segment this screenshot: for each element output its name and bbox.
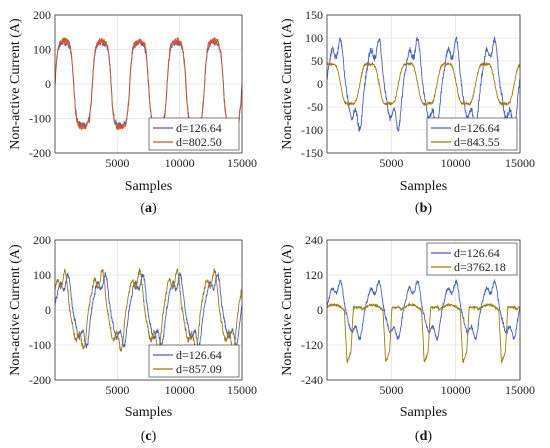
panel-caption: (c) <box>141 429 157 444</box>
y-tick-label: 50 <box>311 54 323 68</box>
x-tick-label: 5000 <box>379 383 403 397</box>
legend-entry: d=126.64 <box>176 348 222 362</box>
panel-2: 5000 10000 15000 150 100 50 0 -50 -100 -150 Sample… <box>280 8 535 216</box>
y-tick-label: -200 <box>29 373 51 387</box>
y-tick-label: 100 <box>33 268 51 282</box>
y-axis-label: Non-active Current (A) <box>8 244 23 376</box>
x-axis-label: Samples <box>125 405 172 420</box>
x-tick-label: 15000 <box>505 383 535 397</box>
axes-frame <box>54 239 243 381</box>
y-axis-label: Non-active Current (A) <box>280 18 295 150</box>
y-tick-label: 0 <box>45 77 51 91</box>
series-line-2 <box>327 302 520 364</box>
y-tick-label: 100 <box>305 31 323 45</box>
y-tick-label: 150 <box>305 8 323 22</box>
legend: d=126.64d=3762.18 <box>426 242 518 276</box>
x-tick-label: 5000 <box>379 156 403 170</box>
legend-box <box>148 344 240 378</box>
y-tick-label: 0 <box>317 77 323 91</box>
panel-3: 5000 10000 15000 200 100 0 -100 -200 Samples Non-… <box>8 233 257 444</box>
legend-entry: d=843.55 <box>454 135 500 149</box>
legend-box <box>148 117 240 151</box>
x-axis-label: Samples <box>400 405 447 420</box>
x-tick-label: 15000 <box>227 156 257 170</box>
x-tick-label: 5000 <box>105 156 129 170</box>
x-tick-label: 15000 <box>505 156 535 170</box>
y-tick-label: -240 <box>301 373 323 387</box>
x-tick-label: 10000 <box>165 156 195 170</box>
x-tick-label: 10000 <box>441 383 471 397</box>
series-line-1 <box>327 36 520 133</box>
x-axis-label: Samples <box>400 179 447 194</box>
y-tick-label: -100 <box>301 123 323 137</box>
y-tick-label: -100 <box>29 112 51 126</box>
y-tick-label: -50 <box>307 100 323 114</box>
series-line-2 <box>55 267 242 354</box>
legend-entry: d=802.50 <box>176 135 222 149</box>
panel-caption: (b) <box>415 201 432 216</box>
y-axis-label: Non-active Current (A) <box>8 18 23 150</box>
y-tick-label: -100 <box>29 338 51 352</box>
y-tick-label: 0 <box>45 303 51 317</box>
x-tick-label: 10000 <box>441 156 471 170</box>
legend: d=126.64d=802.50 <box>148 117 240 151</box>
series-line-1 <box>327 279 520 342</box>
y-tick-label: 240 <box>305 233 323 247</box>
axes-frame <box>326 239 521 381</box>
legend: d=126.64d=843.55 <box>426 117 518 151</box>
y-tick-label: 120 <box>305 268 323 282</box>
y-tick-label: -150 <box>301 146 323 160</box>
x-tick-label: 10000 <box>165 383 195 397</box>
panel-1: 5000 10000 15000 200 100 0 -100 -200 Samples Non-… <box>8 8 257 216</box>
panel-caption: (a) <box>140 201 157 216</box>
axes-frame <box>326 14 521 154</box>
x-axis-label: Samples <box>125 179 172 194</box>
y-tick-label: 200 <box>33 8 51 22</box>
panel-4: 5000 10000 15000 240 120 0 -120 -240 Samples Non-… <box>280 233 535 444</box>
y-tick-label: 100 <box>33 43 51 57</box>
x-tick-label: 15000 <box>227 383 257 397</box>
y-axis-label: Non-active Current (A) <box>280 244 295 376</box>
legend: d=126.64d=857.09 <box>148 344 240 378</box>
y-tick-label: -120 <box>301 338 323 352</box>
legend-box <box>426 117 518 151</box>
legend-entry: d=126.64 <box>454 246 500 260</box>
axes-frame <box>54 14 243 154</box>
y-tick-label: 200 <box>33 233 51 247</box>
legend-entry: d=3762.18 <box>454 260 506 274</box>
y-tick-label: 0 <box>317 303 323 317</box>
legend-entry: d=126.64 <box>176 121 222 135</box>
legend-entry: d=126.64 <box>454 121 500 135</box>
legend-entry: d=857.09 <box>176 362 222 376</box>
panel-caption: (d) <box>415 429 432 444</box>
y-tick-label: -200 <box>29 146 51 160</box>
x-tick-label: 5000 <box>105 383 129 397</box>
legend-box <box>426 242 518 276</box>
series-line-2 <box>327 61 520 107</box>
series-line-2 <box>55 36 242 131</box>
